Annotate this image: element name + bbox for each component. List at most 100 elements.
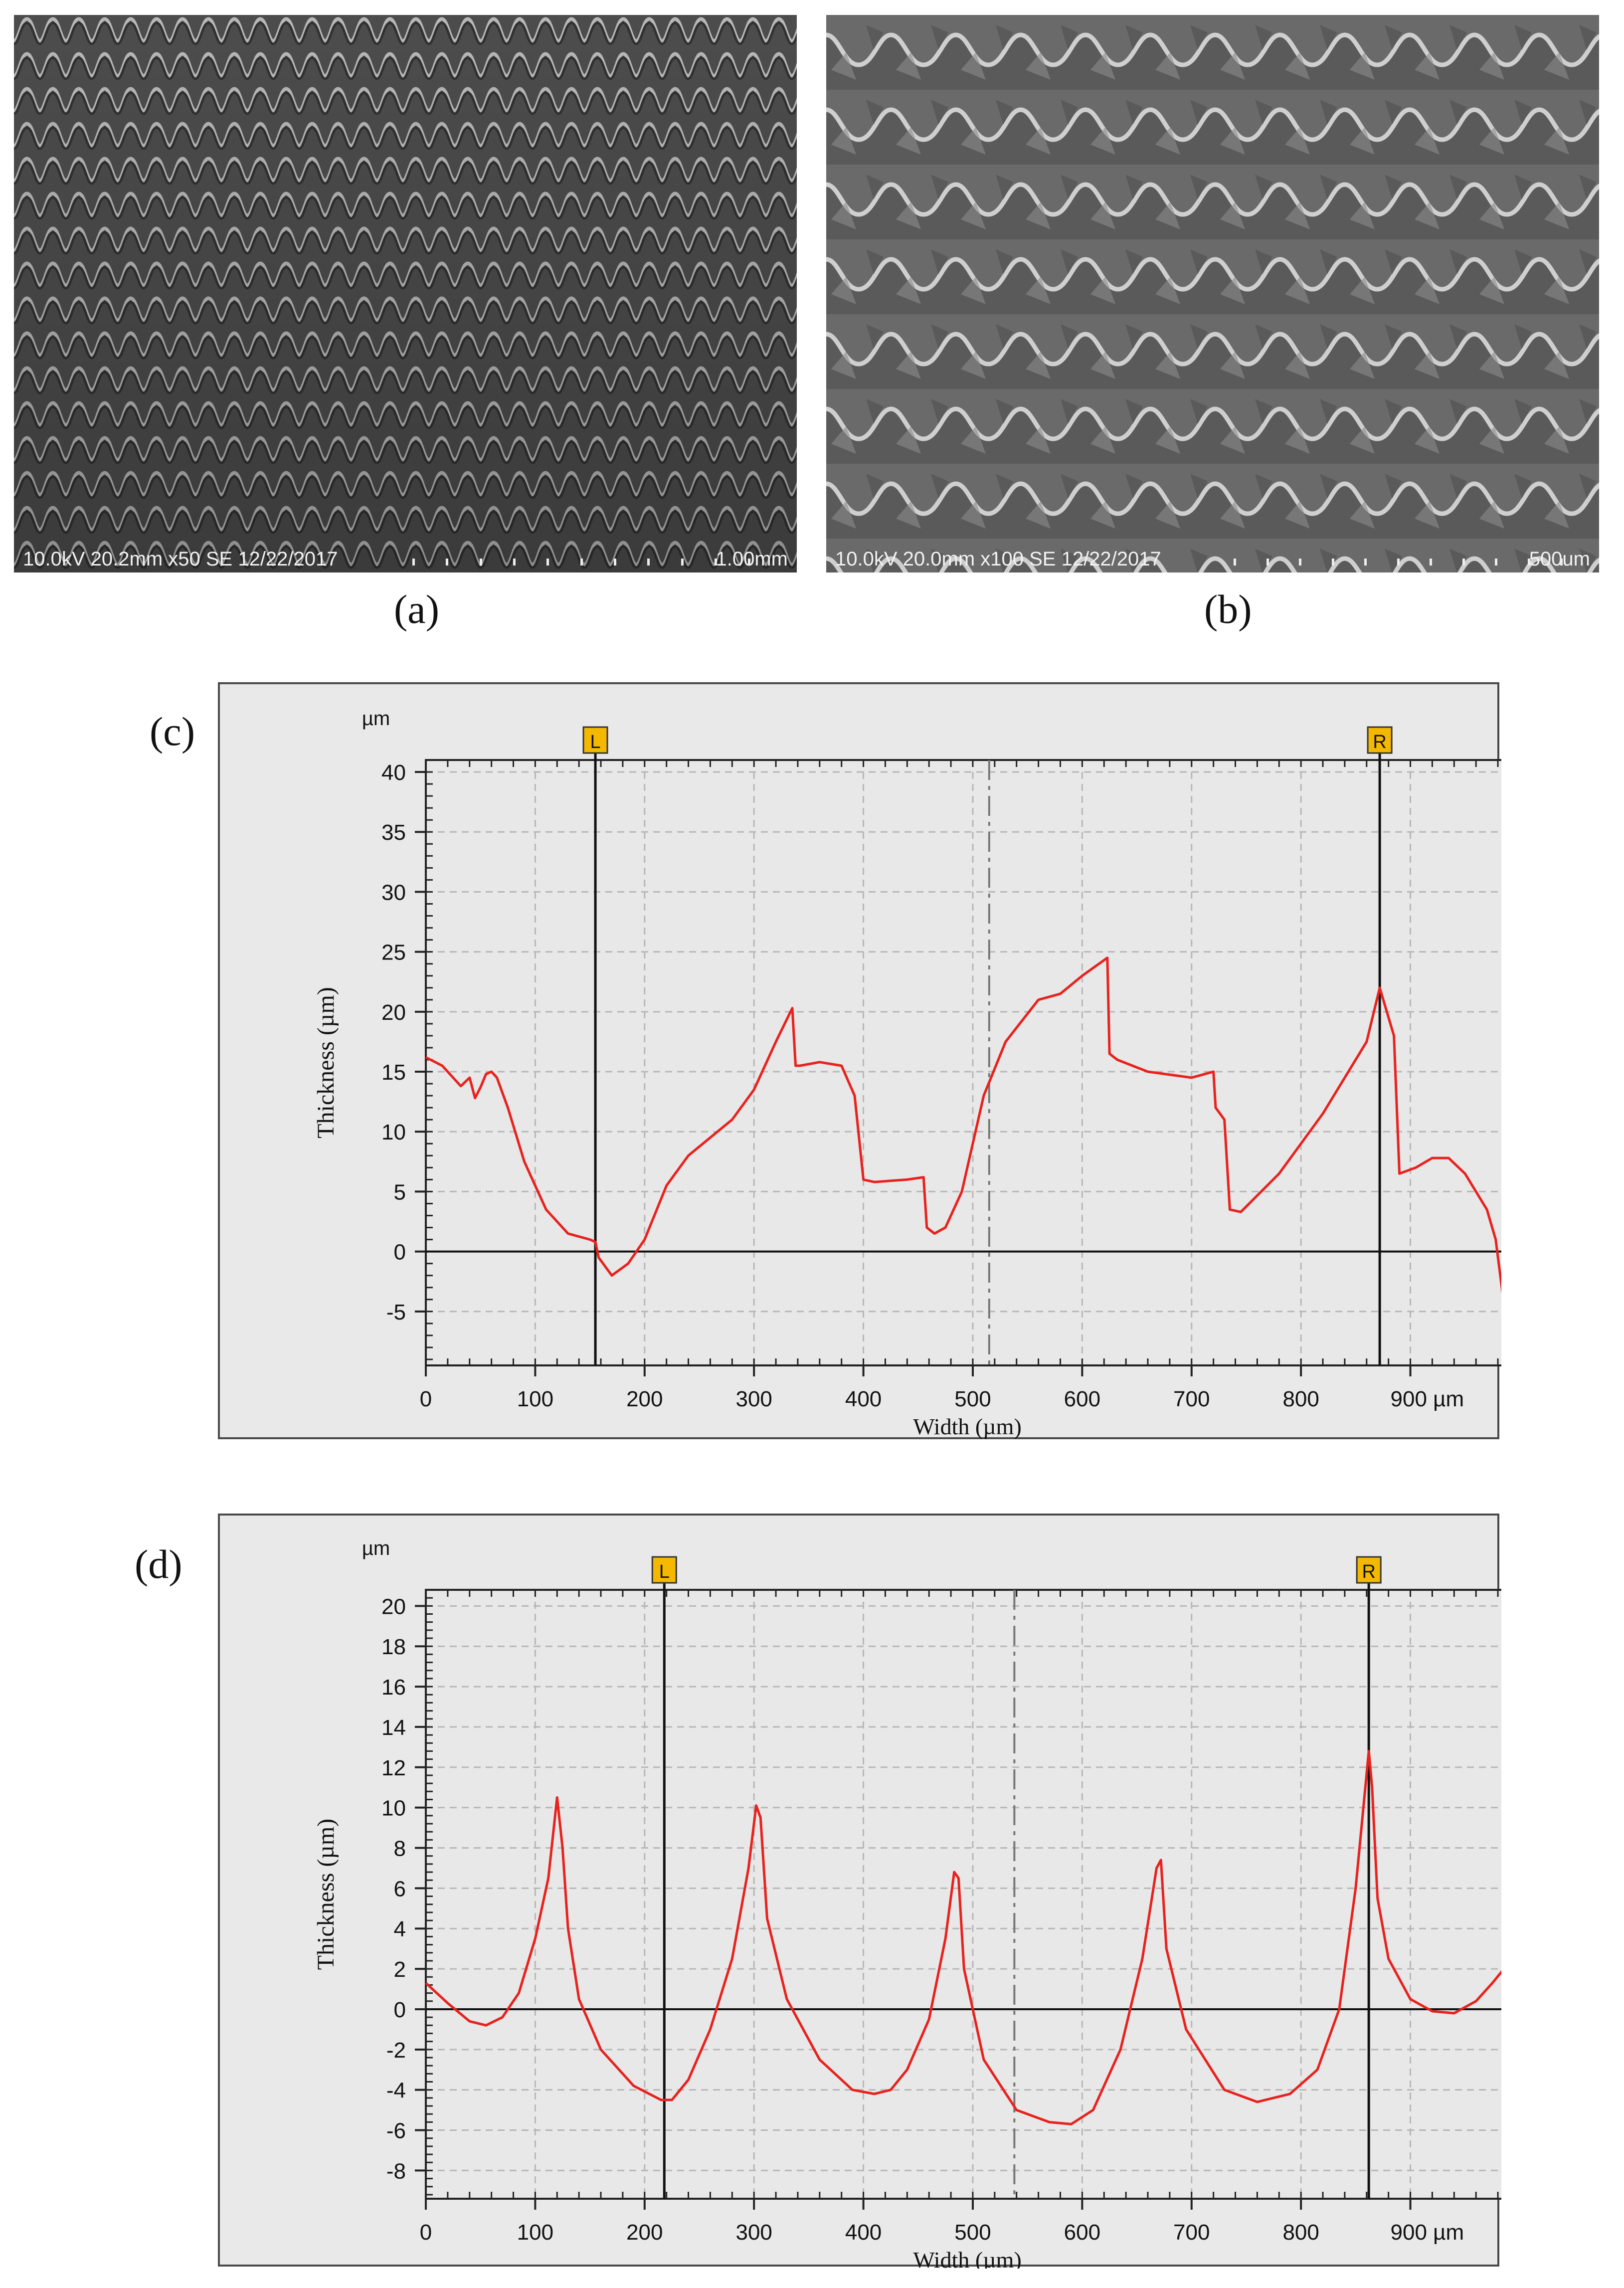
chart-d: 0 100 200 300 400 500 600 700 800 900 µm201816141…	[313, 1537, 1501, 2269]
y-tick-label: 12	[381, 1756, 406, 1780]
sem-info-bar-a: 10.0kV 20.2mm x50 SE 12/22/2017 1.00mm	[14, 546, 797, 572]
plot-area	[425, 1589, 1501, 2200]
scale-tick	[1462, 559, 1465, 566]
y-axis-label: Thickness (µm)	[313, 1819, 339, 1970]
x-tick-label: 200	[626, 1387, 663, 1411]
y-tick-label: 18	[381, 1635, 406, 1659]
sem-info-bar-b: 10.0kV 20.0mm x100 SE 12/22/2017 500um	[826, 546, 1599, 572]
chart-frame-c: 0 100 200 300 400 500 600 700 800 900 µm 40 35 30 25 2…	[218, 682, 1501, 1439]
y-tick-label: -5	[386, 1300, 406, 1325]
y-tick-label: 16	[381, 1675, 406, 1700]
unit-label: µm	[362, 1537, 390, 1559]
plot-area	[425, 759, 1501, 1366]
caption-a: (a)	[394, 586, 440, 632]
scale-tick	[479, 559, 482, 566]
x-tick-label: 600	[1064, 1387, 1100, 1411]
x-tick-label: 700	[1173, 1387, 1210, 1411]
marker-label-R: R	[1362, 1561, 1375, 1582]
scale-tick	[1430, 559, 1433, 566]
scale-tick	[1397, 559, 1400, 566]
chart-label-d: (d)	[135, 1541, 182, 1587]
sem-image-a: 10.0kV 20.2mm x50 SE 12/22/2017 1.00mm	[14, 15, 797, 572]
x-tick-label: 0	[420, 1387, 432, 1411]
x-tick-label: 300	[735, 2220, 772, 2245]
y-tick-label: 14	[381, 1716, 406, 1740]
sem-info-b: 10.0kV 20.0mm x100 SE 12/22/2017	[835, 548, 1161, 570]
scale-tick	[412, 559, 415, 566]
y-tick-label: 15	[381, 1060, 406, 1085]
x-tick-label: 0	[420, 2220, 432, 2245]
chart-c: 0 100 200 300 400 500 600 700 800 900 µm 40 35 30 25 2…	[313, 708, 1501, 1439]
y-tick-label: -4	[386, 2079, 406, 2103]
scale-tick	[647, 559, 650, 566]
y-axis-label: Thickness (µm)	[313, 987, 339, 1139]
x-tick-label: 100	[517, 2220, 553, 2245]
y-tick-label: -6	[386, 2119, 406, 2143]
caption-b: (b)	[1204, 586, 1252, 632]
chart-label-c: (c)	[150, 709, 195, 754]
marker-badge-L	[582, 726, 608, 754]
scale-ticks-b	[1161, 546, 1563, 572]
y-tick-label: 20	[381, 1000, 406, 1025]
scale-tick	[1364, 559, 1367, 566]
scale-tick	[513, 559, 516, 566]
y-tick-label: 10	[381, 1120, 406, 1144]
y-tick-label: -2	[386, 2038, 406, 2063]
x-tick-label: 900 µm	[1391, 2220, 1464, 2245]
scale-tick	[1560, 559, 1563, 566]
x-tick-label: 500	[954, 1387, 991, 1411]
scale-tick	[1495, 559, 1498, 566]
x-tick-label: 600	[1064, 2220, 1100, 2245]
y-tick-label: 35	[381, 820, 406, 845]
scale-tick	[446, 559, 449, 566]
x-tick-label: 800	[1282, 2220, 1319, 2245]
marker-badge-R	[1367, 726, 1393, 754]
y-tick-label: 6	[394, 1877, 406, 1901]
y-tick-label: 8	[394, 1837, 406, 1861]
y-tick-label: 30	[381, 880, 406, 905]
scale-tick	[1234, 559, 1237, 566]
series-line-profile	[425, 956, 1501, 1294]
x-tick-label: 400	[845, 2220, 882, 2245]
marker-badge-R	[1356, 1556, 1382, 1584]
scale-ticks-a	[338, 546, 751, 572]
y-tick-label: 20	[381, 1594, 406, 1619]
scale-tick	[681, 559, 684, 566]
chart-frame-d: 0 100 200 300 400 500 600 700 800 900 µm 20 18 16 14 1…	[218, 1514, 1501, 2269]
scale-tick	[1266, 559, 1269, 566]
marker-label-R: R	[1373, 732, 1386, 753]
x-tick-label: 400	[845, 1387, 882, 1411]
y-tick-label: 0	[394, 1998, 406, 2022]
sem-texture-b	[826, 15, 1599, 572]
sem-info-a: 10.0kV 20.2mm x50 SE 12/22/2017	[23, 548, 338, 570]
x-tick-label: 100	[517, 1387, 553, 1411]
scale-tick	[580, 559, 583, 566]
x-axis-label: Width (µm)	[913, 2247, 1022, 2269]
x-tick-label: 800	[1282, 1387, 1319, 1411]
x-tick-label: 900 µm	[1391, 1387, 1464, 1411]
y-tick-label: 5	[394, 1180, 406, 1204]
y-tick-label: 25	[381, 941, 406, 965]
sem-texture-a	[14, 15, 797, 572]
scale-label-a: 1.00mm	[716, 548, 788, 570]
scale-tick	[714, 559, 717, 566]
unit-label: µm	[362, 708, 390, 730]
sem-image-b: 10.0kV 20.0mm x100 SE 12/22/2017 500um	[826, 15, 1599, 572]
x-tick-label: 200	[626, 2220, 663, 2245]
x-tick-label: 500	[954, 2220, 991, 2245]
x-axis-label: Width (µm)	[913, 1414, 1022, 1439]
y-tick-label: 10	[381, 1796, 406, 1821]
scale-tick	[546, 559, 549, 566]
marker-badge-L	[651, 1556, 677, 1584]
x-tick-label: 300	[735, 1387, 772, 1411]
scale-tick	[1299, 559, 1302, 566]
y-tick-label: 40	[381, 761, 406, 785]
marker-label-L: L	[590, 732, 600, 753]
scale-tick	[1331, 559, 1334, 566]
scale-tick	[614, 559, 617, 566]
x-tick-label: 700	[1173, 2220, 1210, 2245]
marker-label-L: L	[659, 1561, 670, 1582]
y-tick-label: 2	[394, 1957, 406, 1982]
scale-label-b: 500um	[1529, 548, 1590, 570]
y-tick-label: -8	[386, 2159, 406, 2183]
